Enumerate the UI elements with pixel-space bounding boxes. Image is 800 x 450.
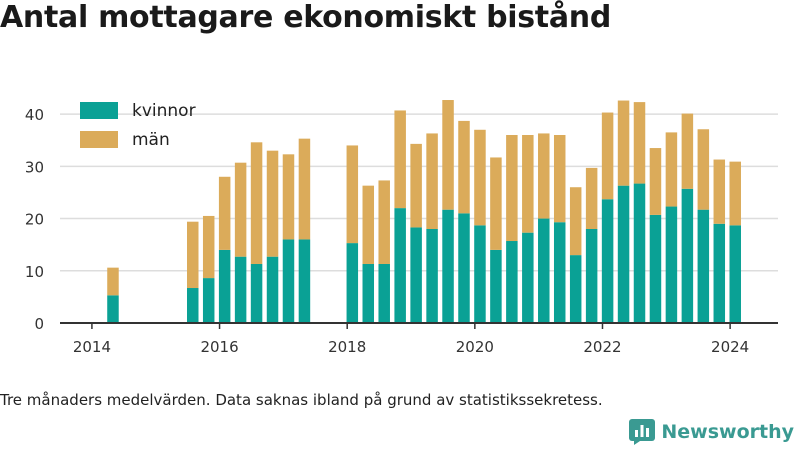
- bar-kvinnor: [538, 218, 550, 323]
- x-tick-label: 2016: [200, 338, 238, 356]
- bar-man: [187, 221, 199, 289]
- bar-kvinnor: [553, 222, 566, 323]
- bar-man: [378, 180, 390, 264]
- bar-kvinnor: [282, 239, 295, 323]
- bar-man: [282, 154, 295, 240]
- bar-kvinnor: [187, 288, 199, 323]
- bar-kvinnor: [569, 255, 582, 323]
- bar-man: [553, 135, 566, 223]
- bar-kvinnor: [585, 229, 598, 323]
- legend-item-kvinnor: kvinnor: [80, 98, 196, 123]
- bar-kvinnor: [298, 239, 311, 323]
- bar-man: [362, 185, 375, 264]
- bar-man: [490, 157, 502, 250]
- bar-kvinnor: [474, 225, 486, 323]
- stacked-bar-chart: 0 10 20 30 40 2014 2016 2018 2020 2022 2024: [25, 100, 778, 356]
- bar-kvinnor: [601, 199, 614, 323]
- x-tick-label: 2022: [583, 338, 621, 356]
- bar-kvinnor: [234, 256, 247, 323]
- legend-label-kvinnor: kvinnor: [132, 100, 196, 121]
- bar-man: [202, 215, 215, 279]
- bar-man: [713, 159, 726, 224]
- bar-man: [298, 138, 311, 240]
- bar-man: [697, 129, 710, 210]
- bar-man: [569, 187, 582, 256]
- y-tick-label: 0: [34, 315, 44, 333]
- axes: 0 10 20 30 40 2014 2016 2018 2020 2022 2024: [25, 106, 778, 356]
- bar-kvinnor: [458, 213, 470, 323]
- bar-kvinnor: [649, 214, 662, 323]
- bar-man: [410, 143, 422, 228]
- bar-man: [442, 100, 454, 210]
- bar-kvinnor: [362, 263, 375, 323]
- bar-man: [426, 133, 438, 229]
- bar-man: [218, 176, 231, 250]
- bar-man: [729, 161, 741, 226]
- bar-kvinnor: [506, 241, 518, 323]
- bar-kvinnor: [697, 209, 710, 323]
- bar-man: [506, 135, 518, 242]
- bar-man: [234, 162, 247, 257]
- bar-man: [681, 113, 694, 189]
- bar-man: [649, 148, 662, 215]
- bar-man: [474, 129, 486, 226]
- bar-kvinnor: [107, 295, 119, 323]
- bar-kvinnor: [490, 249, 502, 323]
- brand-name: Newsworthy: [661, 421, 794, 443]
- chart-title: Antal mottagare ekonomiskt bistånd: [0, 0, 612, 35]
- bars: [107, 100, 741, 323]
- bar-man: [633, 102, 646, 184]
- bar-kvinnor: [410, 227, 422, 323]
- bar-man: [522, 135, 534, 233]
- x-tick-label: 2024: [711, 338, 749, 356]
- bar-kvinnor: [617, 185, 630, 323]
- bar-man: [585, 167, 598, 229]
- x-tick-label: 2018: [328, 338, 366, 356]
- bar-man: [665, 132, 678, 207]
- bar-kvinnor: [218, 249, 231, 323]
- bar-kvinnor: [665, 206, 678, 323]
- bar-man: [601, 112, 614, 200]
- bar-kvinnor: [442, 209, 454, 323]
- bar-kvinnor: [633, 183, 646, 323]
- bar-man: [346, 145, 359, 244]
- bar-man: [617, 100, 630, 186]
- bar-kvinnor: [346, 243, 359, 323]
- legend: kvinnor män: [80, 98, 196, 156]
- y-tick-label: 20: [25, 211, 44, 229]
- bar-chart-logo-icon: [629, 419, 656, 445]
- bar-man: [266, 150, 279, 257]
- y-tick-label: 10: [25, 263, 44, 281]
- legend-label-man: män: [132, 129, 170, 150]
- bar-man: [538, 133, 550, 219]
- y-tick-label: 40: [25, 106, 44, 124]
- legend-swatch-man: [80, 131, 118, 148]
- bar-man: [107, 267, 119, 296]
- footnote: Tre månaders medelvärden. Data saknas ib…: [0, 391, 603, 409]
- legend-swatch-kvinnor: [80, 102, 118, 119]
- bar-kvinnor: [202, 278, 215, 323]
- x-tick-label: 2020: [456, 338, 494, 356]
- bar-kvinnor: [522, 232, 534, 323]
- bar-man: [394, 110, 406, 209]
- bar-kvinnor: [250, 263, 263, 323]
- bar-kvinnor: [378, 263, 390, 323]
- bar-kvinnor: [729, 225, 741, 323]
- y-tick-label: 30: [25, 158, 44, 176]
- bar-man: [458, 120, 470, 214]
- bar-kvinnor: [681, 188, 694, 323]
- brand-logo[interactable]: Newsworthy: [629, 419, 794, 445]
- x-tick-label: 2014: [73, 338, 111, 356]
- bar-kvinnor: [713, 223, 726, 323]
- legend-item-man: män: [80, 127, 196, 152]
- bar-kvinnor: [266, 256, 279, 323]
- bar-kvinnor: [394, 208, 406, 323]
- bar-man: [250, 142, 263, 264]
- bar-kvinnor: [426, 229, 438, 323]
